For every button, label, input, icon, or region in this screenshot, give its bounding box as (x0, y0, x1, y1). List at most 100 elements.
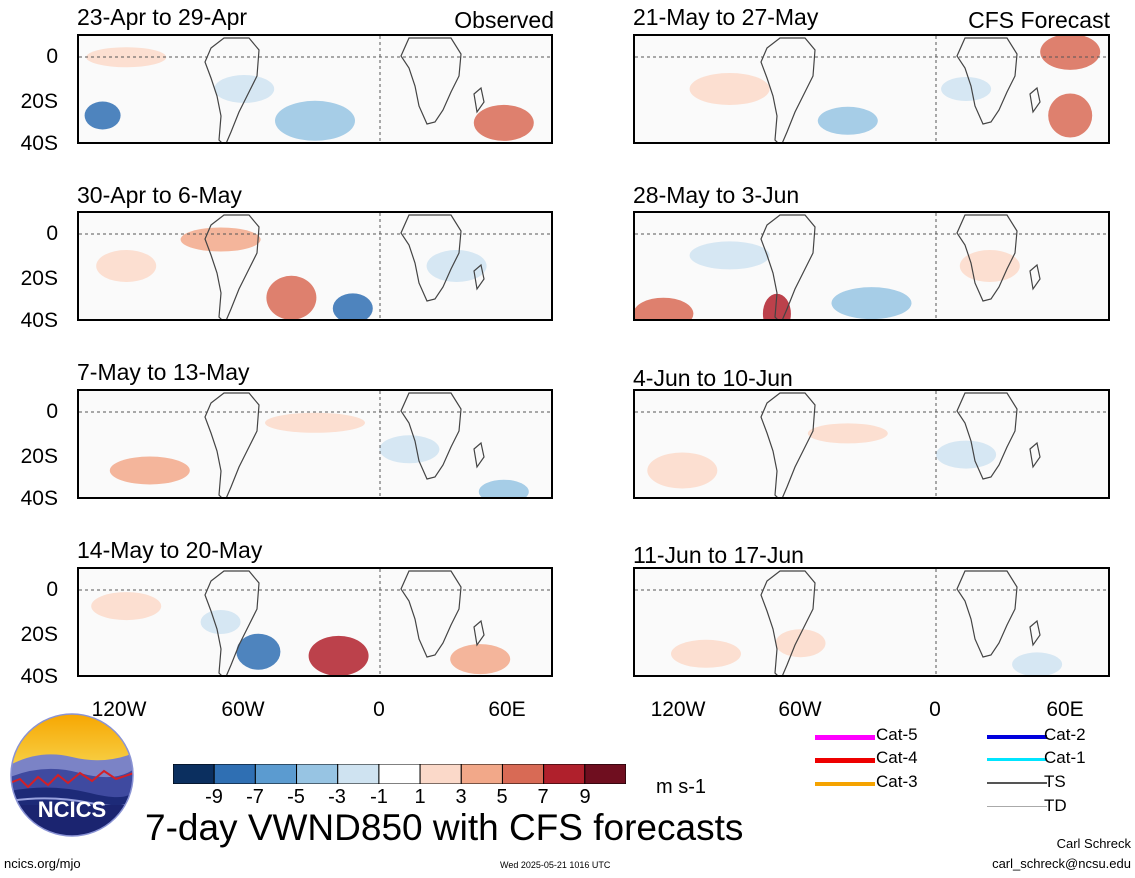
colorbar-tick: 9 (579, 786, 591, 808)
legend-label: TD (1044, 796, 1067, 815)
main-title: 7-day VWND850 with CFS forecasts (145, 807, 744, 848)
panel-title-obs-2: 30-Apr to 6-May (77, 182, 242, 208)
map-panel (633, 567, 1110, 677)
colorbar-swatch (501, 763, 545, 785)
legend-line (815, 758, 875, 763)
anomaly-region (941, 77, 992, 101)
anomaly-region (84, 101, 121, 130)
legend-item-td: TD (987, 795, 1127, 819)
lon-label-60w: 60W (778, 698, 822, 721)
madagascar-outline (1029, 619, 1041, 647)
legend-label: Cat-3 (876, 772, 918, 791)
legend-label: TS (1044, 772, 1066, 791)
map-panel (77, 567, 553, 677)
legend-item-cat5: Cat-5 (815, 724, 975, 748)
madagascar-outline (1029, 86, 1041, 114)
africa-outline (956, 392, 1018, 480)
legend-label: Cat-4 (876, 748, 918, 767)
colorbar-tick: 1 (414, 786, 426, 808)
legend-item-cat3: Cat-3 (815, 771, 975, 795)
africa-outline (956, 570, 1018, 658)
anomaly-region (265, 412, 365, 433)
anomaly-region (831, 287, 912, 319)
panel-title-fc-4: 11-Jun to 17-Jun (633, 542, 804, 568)
madagascar-outline (473, 619, 485, 647)
colorbar (172, 763, 627, 785)
africa-outline (400, 37, 462, 125)
south-america-outline (204, 570, 260, 675)
south-america-outline (760, 214, 816, 319)
lat-label-0: 0 (46, 45, 58, 68)
legend-line (987, 735, 1047, 739)
map-field (79, 213, 551, 319)
anomaly-region (275, 100, 355, 141)
author-name: Carl Schreck (1056, 836, 1131, 851)
lon-label-0: 0 (929, 698, 941, 721)
anomaly-region (936, 440, 997, 469)
lat-label-40s: 40S (20, 309, 58, 332)
colorbar-tick: -9 (205, 786, 223, 808)
lat-label-20s: 20S (20, 267, 58, 290)
anomaly-region (91, 592, 162, 621)
colorbar-ticks: -9 -7 -5 -3 -1 1 3 5 7 9 (173, 786, 626, 810)
anomaly-region (478, 479, 529, 497)
south-america-outline (760, 570, 816, 675)
colorbar-swatch (213, 763, 256, 785)
colorbar-swatch (172, 763, 215, 785)
map-field (635, 213, 1108, 319)
madagascar-outline (473, 263, 485, 291)
lon-label-0: 0 (373, 698, 385, 721)
colorbar-swatch (584, 763, 627, 785)
madagascar-outline (1029, 441, 1041, 469)
track-legend: Cat-5 Cat-4 Cat-3 Cat-2 Cat-1 TS TD (815, 724, 1135, 824)
south-america-outline (204, 37, 260, 142)
legend-line (987, 782, 1047, 784)
forecast-label: CFS Forecast (968, 7, 1110, 33)
anomaly-region (689, 73, 770, 105)
panel-title-fc-1: 21-May to 27-May (633, 4, 819, 30)
map-field (635, 569, 1108, 675)
timestamp: Wed 2025-05-21 1016 UTC (500, 860, 611, 870)
map-field (79, 391, 551, 497)
colorbar-swatch (296, 763, 339, 785)
lon-label-60w: 60W (221, 698, 265, 721)
legend-line (815, 735, 875, 740)
site-url[interactable]: ncics.org/mjo (4, 856, 81, 871)
map-panel (633, 211, 1110, 321)
africa-outline (400, 392, 462, 480)
madagascar-outline (473, 441, 485, 469)
colorbar-tick: -7 (246, 786, 264, 808)
lon-label-120w: 120W (650, 698, 706, 721)
map-field (635, 36, 1108, 142)
panel-title-fc-2: 28-May to 3-Jun (633, 182, 800, 208)
anomaly-region (635, 297, 694, 319)
lat-label-40s: 40S (20, 487, 58, 510)
anomaly-region (1040, 36, 1101, 70)
colorbar-tick: 3 (455, 786, 467, 808)
map-panel (77, 34, 553, 144)
lat-label-20s: 20S (20, 445, 58, 468)
legend-label: Cat-5 (876, 725, 918, 744)
author-email[interactable]: carl_schreck@ncsu.edu (992, 856, 1131, 871)
legend-item-cat4: Cat-4 (815, 747, 975, 771)
colorbar-swatches (172, 763, 627, 785)
map-field (79, 569, 551, 675)
anomaly-region (775, 629, 826, 658)
lat-label-0: 0 (46, 400, 58, 423)
lon-label-120w: 120W (91, 698, 147, 721)
anomaly-region (96, 250, 157, 282)
logo-text: NCICS (38, 797, 106, 822)
map-panel (633, 389, 1110, 499)
colorbar-tick: 5 (496, 786, 508, 808)
anomaly-region (1048, 93, 1093, 138)
lat-label-20s: 20S (20, 623, 58, 646)
colorbar-swatch (378, 763, 421, 785)
anomaly-region (109, 456, 190, 485)
anomaly-region (266, 275, 317, 319)
lon-label-60e: 60E (488, 698, 526, 721)
south-america-outline (760, 37, 816, 142)
legend-label: Cat-2 (1044, 725, 1086, 744)
colorbar-swatch (337, 763, 380, 785)
panel-title-fc-3: 4-Jun to 10-Jun (633, 365, 793, 391)
africa-outline (956, 214, 1018, 302)
